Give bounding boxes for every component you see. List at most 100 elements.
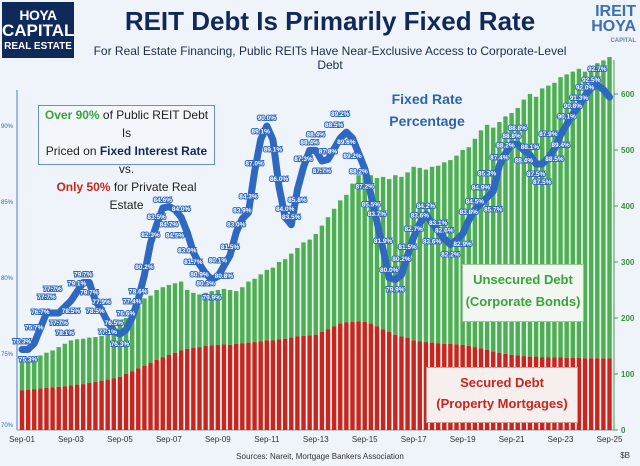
secured-bar bbox=[74, 384, 80, 430]
secured-bar bbox=[25, 389, 31, 430]
fixed-rate-data-label: 88.5% bbox=[545, 156, 564, 163]
unsecured-bar bbox=[442, 162, 447, 344]
fixed-rate-data-label: 88.8% bbox=[502, 133, 521, 140]
fixed-rate-data-label: 89.1% bbox=[251, 129, 270, 136]
fixed-rate-point bbox=[62, 304, 67, 309]
unsecured-bar bbox=[32, 357, 37, 390]
secured-bar bbox=[307, 335, 312, 430]
secured-bar bbox=[252, 342, 257, 430]
unsecured-bar bbox=[99, 335, 104, 381]
fixed-rate-point bbox=[423, 212, 428, 217]
unsecured-bar bbox=[509, 113, 514, 355]
fixed-rate-data-label: 84.5% bbox=[466, 199, 485, 206]
secured-bar bbox=[68, 385, 74, 430]
right-tick-label: 200 bbox=[621, 314, 635, 323]
fixed-rate-point bbox=[307, 148, 312, 153]
fixed-rate-point bbox=[234, 230, 239, 235]
fixed-rate-point bbox=[130, 315, 135, 320]
fixed-rate-point bbox=[326, 157, 330, 162]
unsecured-bar bbox=[282, 259, 288, 339]
unsecured-bar bbox=[331, 208, 337, 327]
fixed-rate-point bbox=[117, 332, 122, 337]
secured-bar bbox=[601, 358, 606, 430]
secured-bar bbox=[32, 389, 37, 430]
secured-bar bbox=[166, 354, 172, 430]
unsecured-bar bbox=[172, 283, 178, 353]
fixed-rate-data-label: 85.5% bbox=[362, 201, 381, 208]
secured-bar bbox=[99, 380, 104, 430]
logo-text: REAL ESTATE bbox=[4, 41, 72, 52]
secured-bar bbox=[62, 386, 68, 430]
callout-text: Fixed Interest Rate bbox=[99, 144, 208, 158]
fixed-rate-data-label: 82.7% bbox=[404, 226, 423, 233]
secured-bar bbox=[148, 362, 153, 430]
fixed-rate-data-label: 79.9% bbox=[386, 287, 405, 294]
unsecured-bar bbox=[185, 290, 190, 349]
unsecured-bar bbox=[142, 298, 147, 366]
fixed-rate-data-label: 78.1% bbox=[56, 330, 75, 337]
secured-bar bbox=[338, 323, 343, 430]
secured-bar bbox=[276, 339, 282, 430]
secured-bar bbox=[185, 348, 190, 430]
callout-text: of Public REIT Debt Is bbox=[99, 108, 209, 140]
fixed-rate-point bbox=[289, 222, 294, 227]
fixed-rate-data-label: 90.1% bbox=[557, 113, 576, 120]
secured-bar bbox=[44, 388, 49, 430]
callout-text: Only 50% bbox=[56, 180, 111, 194]
unsecured-bar bbox=[374, 178, 380, 327]
chart-title: REIT Debt Is Primarily Fixed Rate bbox=[124, 6, 536, 36]
unsecured-bar bbox=[227, 290, 233, 345]
fixed-rate-data-label: 82.3% bbox=[141, 232, 160, 239]
fixed-rate-data-label: 83.5% bbox=[147, 214, 166, 221]
unsecured-bar bbox=[117, 321, 123, 377]
unsecured-bar bbox=[435, 165, 441, 344]
unsecured-bar bbox=[44, 352, 49, 388]
fixed-rate-point bbox=[393, 277, 398, 282]
fixed-rate-point bbox=[99, 307, 104, 312]
x-tick-label: Sep-23 bbox=[548, 435, 574, 444]
right-tick-label: 0 bbox=[621, 426, 626, 435]
secured-bar bbox=[344, 322, 349, 430]
fixed-rate-data-label: 79.9% bbox=[203, 295, 222, 302]
fixed-rate-point bbox=[258, 137, 263, 142]
secured-bar bbox=[81, 384, 86, 430]
secured-bar bbox=[393, 334, 398, 430]
fixed-rate-point bbox=[399, 272, 404, 277]
fixed-rate-point bbox=[362, 166, 367, 171]
fixed-rate-point bbox=[338, 136, 343, 141]
fixed-rate-data-label: 83.9% bbox=[233, 208, 252, 215]
fixed-rate-point bbox=[240, 216, 245, 221]
fixed-rate-data-label: 88.2% bbox=[349, 168, 368, 175]
secured-bar bbox=[356, 321, 361, 430]
fixed-rate-point bbox=[491, 189, 496, 194]
fixed-rate-data-label: 77.7% bbox=[50, 320, 69, 327]
fixed-rate-point bbox=[485, 195, 490, 200]
fixed-rate-point bbox=[601, 87, 606, 92]
callout-text: for Private Real Estate bbox=[109, 180, 197, 212]
fixed-rate-point bbox=[436, 228, 441, 233]
unsecured-bar bbox=[515, 108, 520, 356]
secured-bar bbox=[319, 332, 325, 430]
unsecured-bar bbox=[417, 167, 422, 342]
unsecured-bar bbox=[154, 290, 159, 360]
fixed-rate-point bbox=[173, 207, 177, 212]
fixed-rate-point bbox=[166, 204, 171, 209]
secured-bar bbox=[411, 340, 416, 430]
fixed-rate-data-label: 84.5% bbox=[166, 233, 185, 240]
unsecured-bar bbox=[460, 150, 465, 345]
unsecured-bar bbox=[393, 175, 398, 335]
fixed-rate-point bbox=[32, 341, 37, 346]
fixed-rate-data-label: 87.9% bbox=[539, 131, 558, 138]
fixed-rate-data-label: 84.3% bbox=[239, 194, 258, 201]
unsecured-bar bbox=[123, 318, 129, 374]
unsecured-bar bbox=[448, 160, 453, 344]
right-tick-label: 100 bbox=[621, 370, 635, 379]
secured-bar bbox=[331, 326, 337, 430]
fixed-rate-data-label: 81.5% bbox=[221, 244, 240, 251]
left-tick-label: 75% bbox=[1, 352, 14, 358]
secured-bar bbox=[209, 345, 214, 430]
x-tick-label: Sep-13 bbox=[303, 435, 329, 444]
secured-bar bbox=[350, 321, 355, 430]
fixed-rate-data-label: 79.7% bbox=[80, 290, 99, 297]
fixed-rate-data-label: 90.8% bbox=[564, 103, 583, 110]
